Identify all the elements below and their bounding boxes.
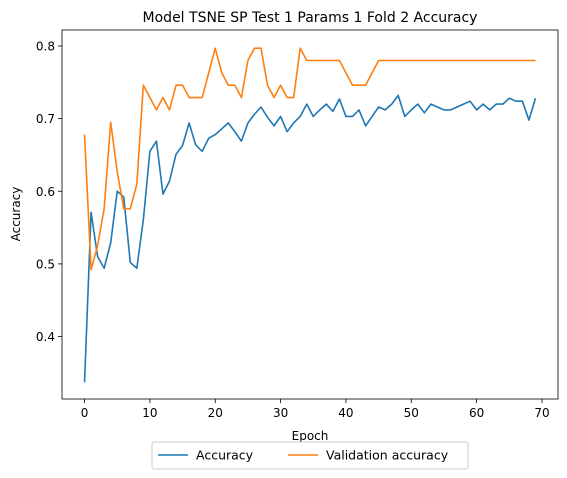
- x-tick-label: 0: [81, 406, 89, 420]
- x-tick-label: 20: [208, 406, 223, 420]
- legend-label-validation-accuracy: Validation accuracy: [326, 448, 449, 463]
- chart-title: Model TSNE SP Test 1 Params 1 Fold 2 Acc…: [143, 10, 478, 26]
- y-axis-label: Accuracy: [9, 187, 23, 242]
- x-tick-label: 40: [338, 406, 353, 420]
- legend: Accuracy Validation accuracy: [151, 441, 469, 470]
- series-line-validation-accuracy: [83, 47, 536, 271]
- y-axis: 0.4 0.5 0.6 0.7 0.8: [36, 39, 62, 344]
- x-tick-label: 10: [142, 406, 157, 420]
- legend-label-accuracy: Accuracy: [196, 448, 254, 463]
- x-tick-label: 60: [469, 406, 484, 420]
- x-axis: 0 10 20 30 40 50 60 70: [81, 399, 550, 420]
- y-tick-label: 0.8: [36, 39, 55, 53]
- plot-lines: [83, 47, 537, 383]
- x-axis-label: Epoch: [292, 429, 329, 443]
- y-tick-label: 0.5: [36, 257, 55, 271]
- plot-frame: [61, 29, 559, 400]
- y-tick-label: 0.4: [36, 330, 55, 344]
- x-tick-label: 50: [404, 406, 419, 420]
- series-line-accuracy: [83, 94, 537, 383]
- y-tick-label: 0.6: [36, 185, 55, 199]
- y-tick-label: 0.7: [36, 112, 55, 126]
- x-tick-label: 70: [534, 406, 549, 420]
- x-tick-label: 30: [273, 406, 288, 420]
